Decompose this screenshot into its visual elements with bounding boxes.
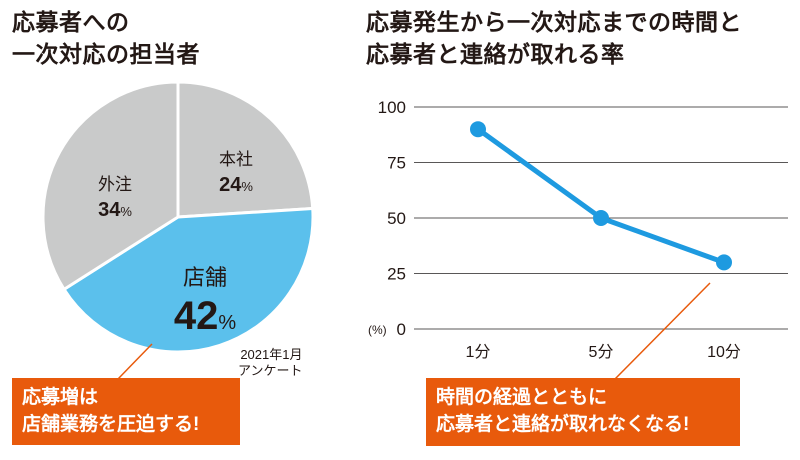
survey-date: 2021年1月 [240,347,303,362]
pie-callout-leader [117,343,153,380]
y-tick-label: 0 [397,320,406,339]
y-tick-label: 50 [387,209,406,228]
pie-slice-label: 本社 [219,150,253,169]
line-title-line2: 応募者と連絡が取れる率 [366,41,625,67]
data-point [716,254,732,271]
line-callout-line2: 応募者と連絡が取れなくなる! [436,414,690,435]
line-callout: 時間の経過とともに 応募者と連絡が取れなくなる! [426,378,740,446]
line-callout-leader [614,282,711,380]
pie-slice-value: 42% [174,294,237,338]
pie-slice-label: 外注 [98,175,132,194]
pie-title-line2: 一次対応の担当者 [12,41,200,67]
line-chart: 0 25 50 75 100 (%) 1分 5分 10分 [368,98,788,361]
x-tick-label: 5分 [589,343,614,361]
pie-title-line1: 応募者への [12,9,130,35]
y-axis-unit: (%) [368,323,387,337]
line-title-line1: 応募発生から一次対応までの時間と [366,9,742,35]
line-callout-line1: 時間の経過とともに [436,387,608,408]
line-title: 応募発生から一次対応までの時間と 応募者と連絡が取れる率 [366,6,742,70]
pie-title: 応募者への 一次対応の担当者 [12,6,200,70]
y-tick-label: 100 [378,98,406,117]
pie-callout-line2: 店舗業務を圧迫する! [22,414,200,435]
x-tick-label: 10分 [707,343,741,361]
pie-chart: 本社 24% 店舗 42% 外注 34% [41,80,315,354]
series-line [476,127,725,265]
y-tick-label: 75 [387,154,406,173]
pie-callout: 応募増は 店舗業務を圧迫する! [12,378,240,445]
data-point [470,121,486,138]
x-tick-label: 1分 [466,343,491,361]
data-point [593,210,609,226]
pie-slice-2 [61,206,315,354]
pie-slice-label: 店舗 [183,265,227,290]
pie-slice-value: 34% [98,199,132,221]
survey-type: アンケート [238,363,303,378]
pie-slice-1 [176,80,315,219]
pie-slice-3 [41,80,180,292]
y-tick-label: 25 [387,265,406,284]
pie-slice-value: 24% [219,174,253,196]
pie-callout-line1: 応募増は [22,387,99,408]
survey-note: 2021年1月 アンケート [238,347,302,379]
